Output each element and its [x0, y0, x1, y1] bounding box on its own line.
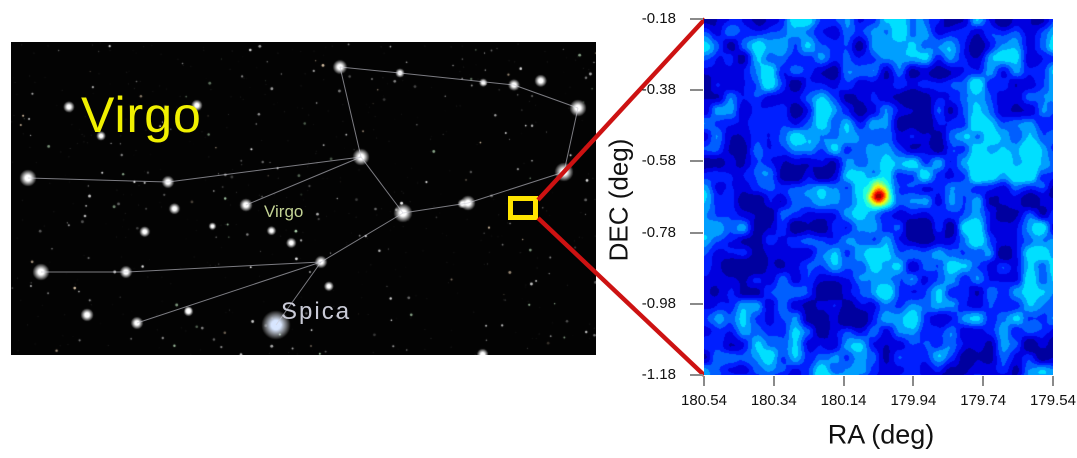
- constellation-line: [399, 72, 515, 86]
- constellation-line: [136, 261, 322, 324]
- constellation-line: [402, 202, 469, 214]
- constellation-line: [563, 107, 579, 173]
- y-tick-mark: [690, 160, 703, 163]
- x-tick-label: 180.34: [750, 392, 797, 409]
- x-tick-label: 179.54: [1030, 392, 1076, 409]
- x-axis-label: RA (deg): [827, 419, 935, 450]
- constellation-title: Virgo: [81, 87, 202, 143]
- y-tick-label: -0.78: [641, 223, 676, 241]
- constellation-line: [167, 156, 362, 183]
- x-tick-mark: [772, 376, 775, 386]
- y-tick-mark: [690, 18, 703, 20]
- star-field: [11, 42, 596, 355]
- y-tick-mark: [690, 302, 703, 305]
- x-tick-mark: [703, 376, 705, 386]
- virgo-star-map: Virgo Virgo Spica: [11, 42, 596, 355]
- constellation-line: [125, 261, 322, 273]
- spica-star-label: Spica: [281, 298, 352, 325]
- y-tick-label: -0.58: [641, 152, 676, 170]
- y-tick-label: -0.18: [641, 10, 676, 27]
- constellation-lines: [27, 66, 579, 326]
- x-tick-label: 180.14: [820, 392, 867, 409]
- y-tick-mark: [690, 89, 703, 92]
- constellation-line: [513, 84, 579, 109]
- x-tick-mark: [842, 376, 845, 386]
- x-tick-label: 180.54: [681, 392, 727, 409]
- y-tick-label: -0.98: [641, 294, 676, 312]
- localization-heatmap: [704, 19, 1053, 375]
- x-tick-mark: [1052, 376, 1054, 386]
- constellation-line: [245, 156, 362, 206]
- y-tick-mark: [690, 231, 703, 234]
- constellation-line: [360, 156, 404, 214]
- y-tick-mark: [690, 374, 703, 376]
- constellation-line: [339, 66, 401, 74]
- virgo-constellation-label: Virgo: [264, 202, 304, 221]
- zoom-region-box: [508, 196, 538, 220]
- constellation-line: [339, 66, 362, 158]
- constellation-line: [27, 177, 169, 183]
- x-tick-mark: [912, 376, 915, 386]
- x-tick-mark: [982, 376, 985, 386]
- constellation-line: [320, 212, 404, 263]
- y-tick-label: -1.18: [641, 366, 676, 383]
- x-tick-label: 179.74: [960, 392, 1007, 409]
- x-tick-label: 179.94: [890, 392, 937, 409]
- y-tick-label: -0.38: [641, 81, 676, 99]
- constellation-line: [275, 261, 322, 326]
